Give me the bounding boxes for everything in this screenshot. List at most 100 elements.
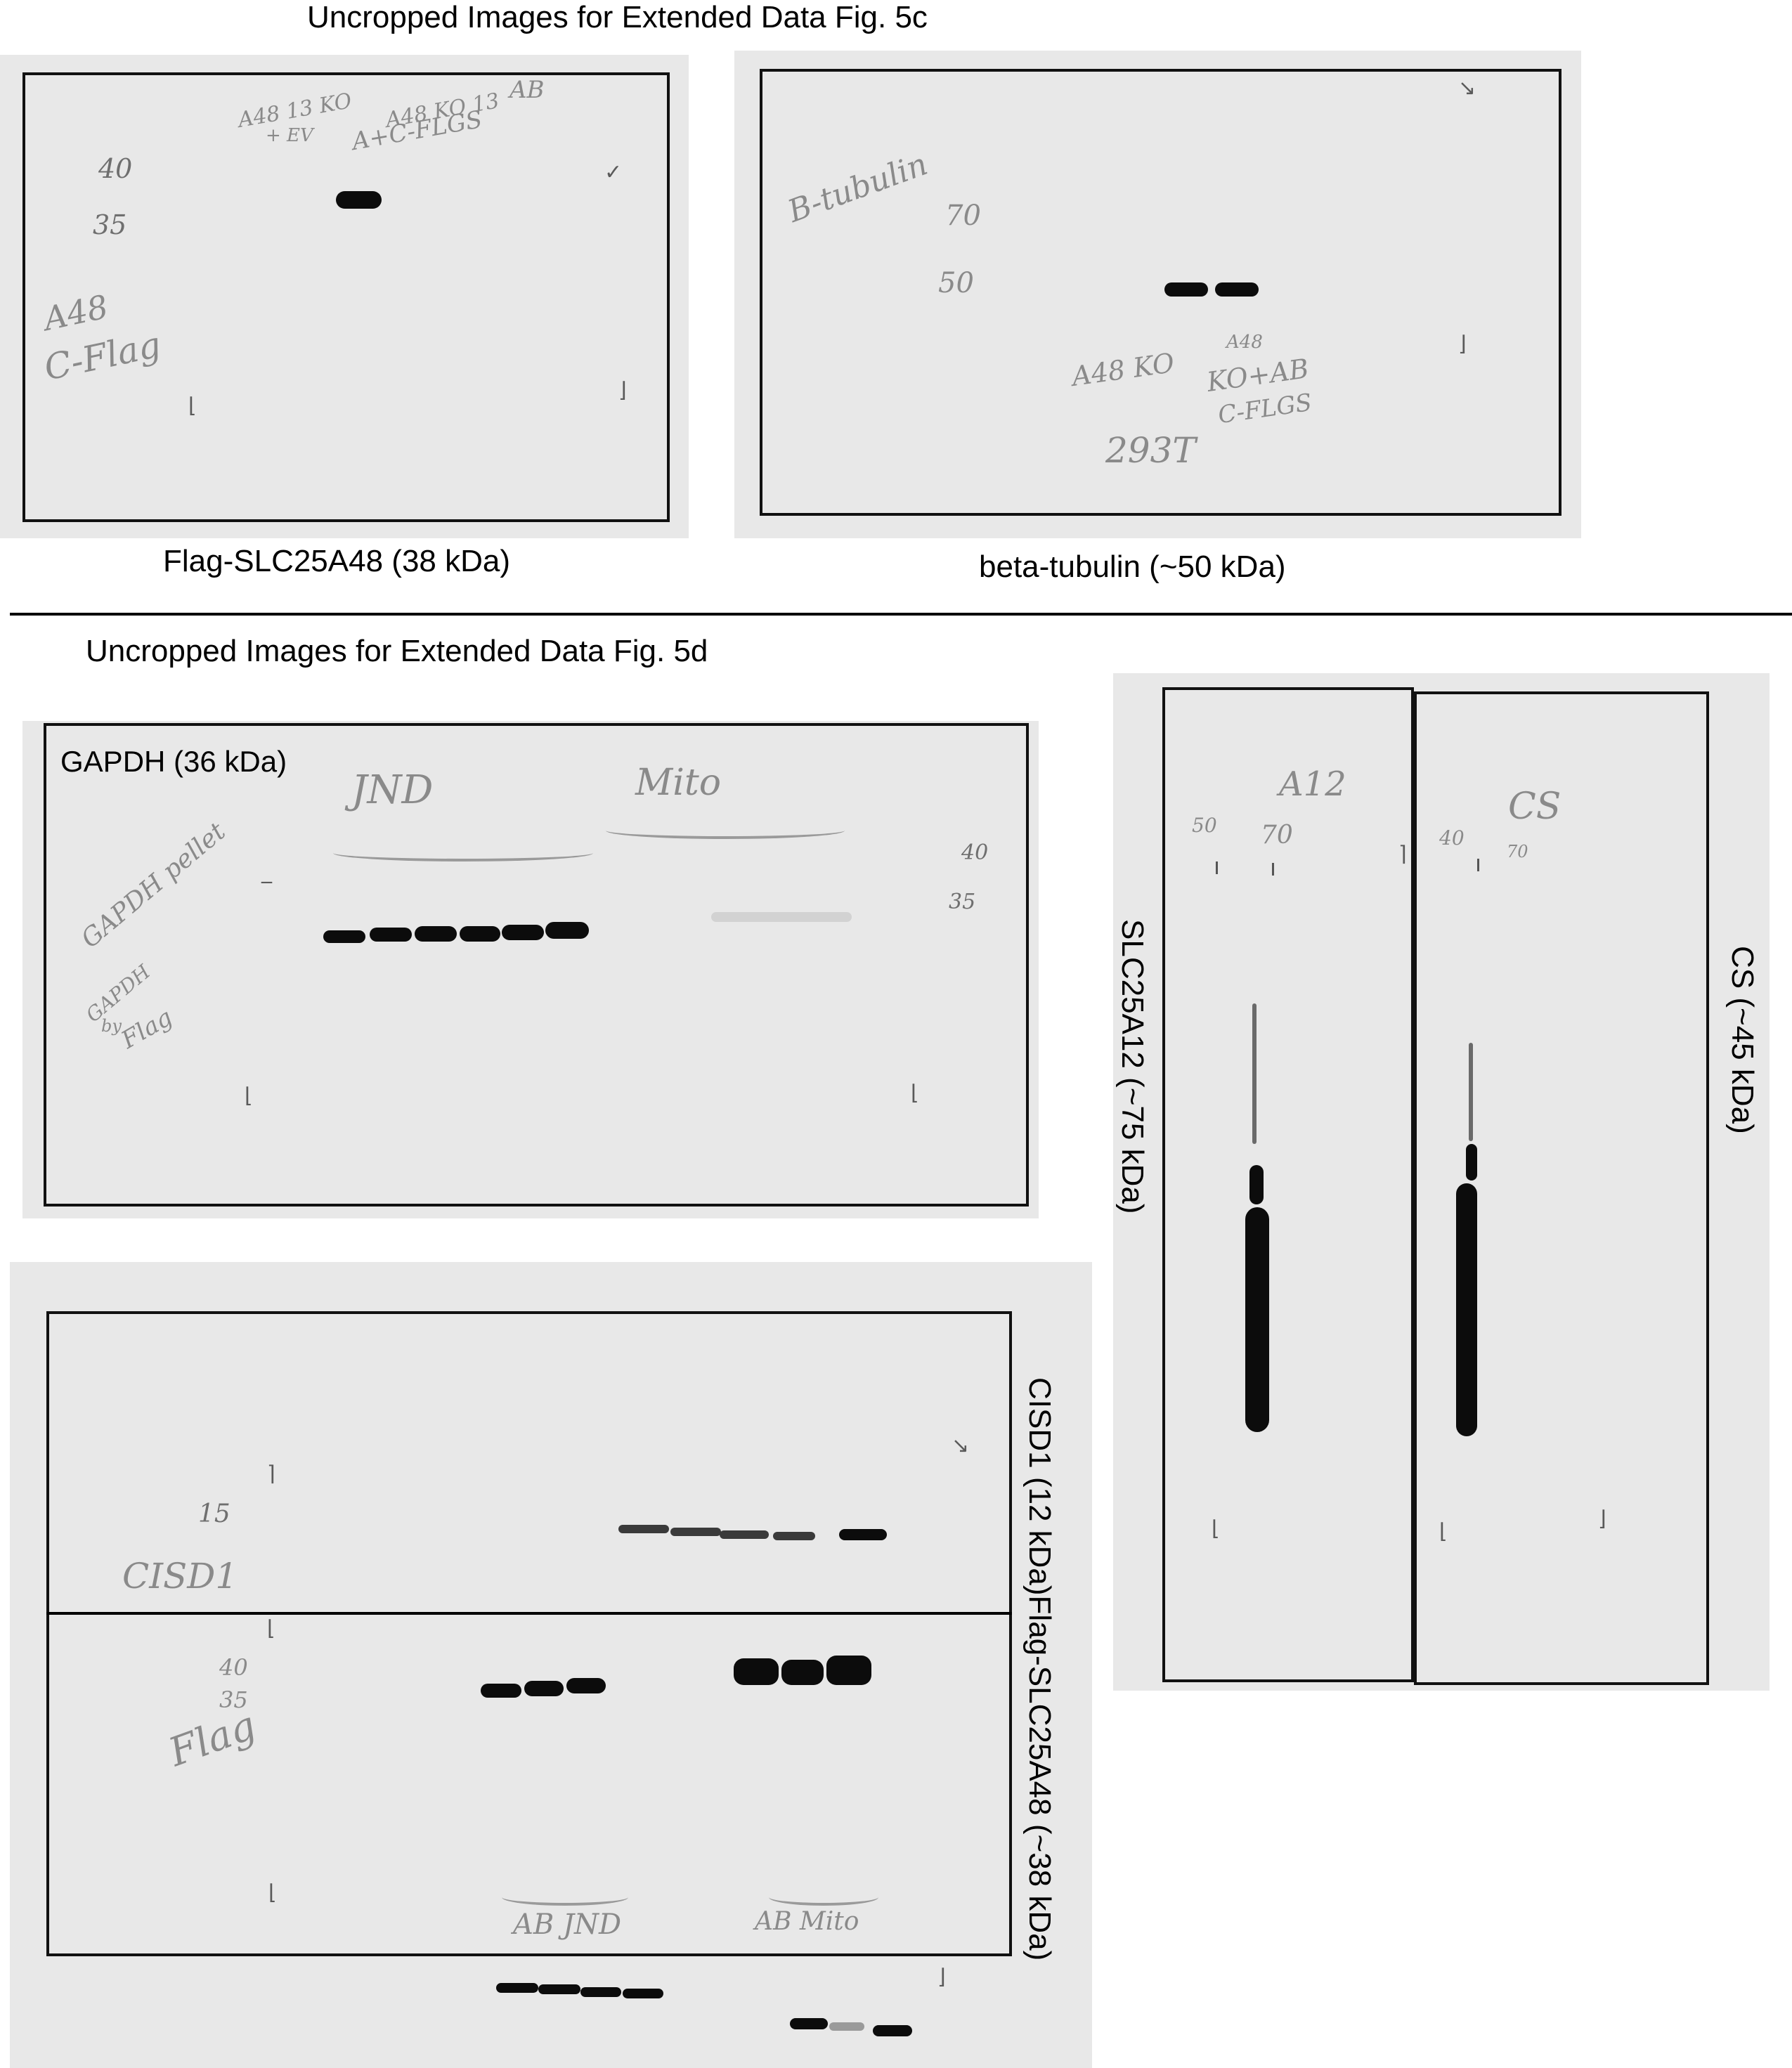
band-gapdh-3 bbox=[415, 926, 457, 942]
handwriting-marker: 40 bbox=[961, 840, 989, 865]
handwriting-lane-label: AB bbox=[509, 76, 545, 104]
corner-mark: ⌋ bbox=[1458, 332, 1467, 356]
blot-frame bbox=[22, 72, 670, 522]
band-gapdh-5 bbox=[502, 925, 544, 940]
caption-tubulin-5c: beta-tubulin (~50 kDa) bbox=[979, 549, 1286, 584]
handwriting-ab-jnd: AB JND bbox=[513, 1908, 622, 1941]
blot-frame-right bbox=[1414, 691, 1709, 1685]
caption-flag-5c: Flag-SLC25A48 (38 kDa) bbox=[163, 544, 511, 578]
band-gapdh-6 bbox=[545, 922, 589, 939]
caption-cs: CS (~45 kDa) bbox=[1725, 946, 1760, 1134]
handwriting-cell-line: 293T bbox=[1105, 430, 1196, 471]
handwriting-marker: 40 bbox=[98, 153, 133, 184]
band-slc25a12 bbox=[1245, 1207, 1269, 1432]
caption-flag: Flag-SLC25A48 (~38 kDa) bbox=[1022, 1595, 1057, 1961]
handwriting-marker: 35 bbox=[219, 1686, 248, 1713]
band-flag-6 bbox=[826, 1656, 871, 1685]
band-cs bbox=[1456, 1183, 1477, 1436]
group-underline-ab-mito bbox=[769, 1889, 878, 1906]
blot-frame bbox=[44, 723, 1029, 1207]
corner-mark: ⌊ bbox=[267, 1616, 275, 1641]
blot-image-gapdh-5d: GAPDH (36 kDa) JND Mito GAPDH pellet GAP… bbox=[22, 721, 1039, 1218]
section-divider bbox=[10, 613, 1792, 616]
band-slc25a12-upper bbox=[1249, 1165, 1264, 1204]
corner-mark: ⌉ bbox=[267, 1462, 275, 1486]
handwriting-ab-mito: AB Mito bbox=[755, 1907, 859, 1936]
section-d-title: Uncropped Images for Extended Data Fig. … bbox=[86, 634, 708, 668]
blot-frame bbox=[46, 1311, 1012, 1956]
band-bottom-6 bbox=[829, 2022, 864, 2031]
section-c-title: Uncropped Images for Extended Data Fig. … bbox=[307, 0, 928, 34]
band-flag-4 bbox=[734, 1658, 779, 1685]
band-cisd1-2 bbox=[670, 1528, 721, 1536]
handwriting-marker: 70 bbox=[1261, 821, 1293, 850]
band-gapdh-1 bbox=[323, 930, 365, 943]
caption-cisd1: CISD1 (12 kDa) bbox=[1022, 1377, 1057, 1596]
streak-right bbox=[1469, 1043, 1473, 1141]
band-cisd1-5 bbox=[839, 1529, 887, 1540]
blot-image-flag-5c: A48 13 KO + EV A48 KO 13 A+C-FLGS AB 40 … bbox=[0, 55, 689, 538]
corner-mark: ⌊ bbox=[1212, 1516, 1220, 1541]
lane-tick bbox=[1272, 863, 1274, 876]
handwriting-marker: 15 bbox=[198, 1500, 231, 1528]
handwriting-lane-label: A48 bbox=[1226, 332, 1263, 353]
band-cisd1-4 bbox=[773, 1532, 815, 1540]
band-tubulin-2 bbox=[1215, 282, 1259, 297]
streak-left bbox=[1252, 1003, 1257, 1144]
corner-mark: ‾ bbox=[261, 879, 272, 904]
handwriting-group-jnd: JND bbox=[351, 767, 434, 813]
handwriting-marker: 40 bbox=[1439, 826, 1465, 850]
blot-image-tubulin-5c: B-tubulin 70 50 A48 KO A48 KO+AB C-FLGS … bbox=[734, 51, 1581, 538]
caption-slc25a12: SLC25A12 (~75 kDa) bbox=[1115, 919, 1150, 1214]
band-bottom-2 bbox=[538, 1984, 580, 1994]
corner-mark: ✓ bbox=[604, 160, 623, 185]
handwriting-group-mito: Mito bbox=[635, 762, 722, 804]
blot-frame-left bbox=[1162, 687, 1414, 1682]
lane-tick bbox=[1216, 861, 1218, 874]
group-underline-ab-jnd bbox=[502, 1889, 628, 1906]
handwriting-marker: 50 bbox=[1192, 814, 1217, 837]
handwriting-marker: 70 bbox=[1507, 842, 1528, 861]
handwriting-cs: CS bbox=[1508, 786, 1561, 828]
handwriting-marker: 35 bbox=[93, 209, 127, 240]
corner-mark: ⌋ bbox=[937, 1965, 946, 1989]
corner-mark: ↘ bbox=[952, 1433, 970, 1458]
band-bottom-5 bbox=[790, 2018, 828, 2029]
band-bottom-3 bbox=[580, 1987, 621, 1997]
corner-mark: ⌊ bbox=[245, 1084, 253, 1108]
band-bottom-4 bbox=[623, 1989, 663, 1998]
corner-mark: ⌋ bbox=[618, 378, 627, 403]
band-bottom-7 bbox=[873, 2025, 912, 2036]
band-gapdh-2 bbox=[370, 928, 412, 942]
band-cisd1-1 bbox=[618, 1525, 669, 1533]
band-flag-1 bbox=[481, 1684, 521, 1698]
corner-mark: ⌉ bbox=[1398, 842, 1407, 866]
handwriting-marker: 50 bbox=[938, 267, 974, 299]
band-gapdh-faint bbox=[711, 912, 852, 922]
corner-mark: ⌋ bbox=[1598, 1507, 1606, 1531]
handwriting-lane-label: + EV bbox=[266, 125, 313, 146]
caption-gapdh: GAPDH (36 kDa) bbox=[60, 745, 287, 778]
blot-image-cisd1-flag-5d: 15 CISD1 40 35 Flag AB JND AB Mito ⌉ ↘ ⌊… bbox=[10, 1262, 1092, 2068]
handwriting-marker: 35 bbox=[949, 890, 976, 914]
handwriting-cisd1: CISD1 bbox=[122, 1556, 238, 1596]
caption-cisd1-flag: CISD1 (12 kDa)Flag-SLC25A48 (~38 kDa) bbox=[1022, 1377, 1057, 1960]
handwriting-note: by bbox=[101, 1016, 122, 1036]
corner-mark: ⌊ bbox=[1439, 1519, 1448, 1544]
band-bottom-1 bbox=[496, 1983, 538, 1993]
blot-image-slc25a12-cs-5d: A12 50 70 CS 40 70 ⌊ ⌊ ⌋ ⌉ bbox=[1113, 673, 1770, 1691]
blot-frame bbox=[760, 69, 1561, 516]
handwriting-marker: 40 bbox=[219, 1654, 248, 1681]
band-flag bbox=[336, 191, 382, 209]
band-flag-5 bbox=[781, 1660, 824, 1685]
lane-tick bbox=[1477, 859, 1479, 871]
corner-mark: ⌊ bbox=[188, 394, 197, 418]
band-cs-upper bbox=[1466, 1144, 1477, 1181]
corner-mark: ⌊ bbox=[268, 1880, 277, 1905]
band-cisd1-3 bbox=[720, 1530, 769, 1539]
corner-mark: ↘ bbox=[1458, 76, 1476, 100]
corner-mark: ⌊ bbox=[911, 1081, 919, 1105]
group-underline-jnd bbox=[333, 845, 593, 861]
blot-divider bbox=[46, 1612, 1012, 1615]
group-underline-mito bbox=[606, 822, 845, 839]
